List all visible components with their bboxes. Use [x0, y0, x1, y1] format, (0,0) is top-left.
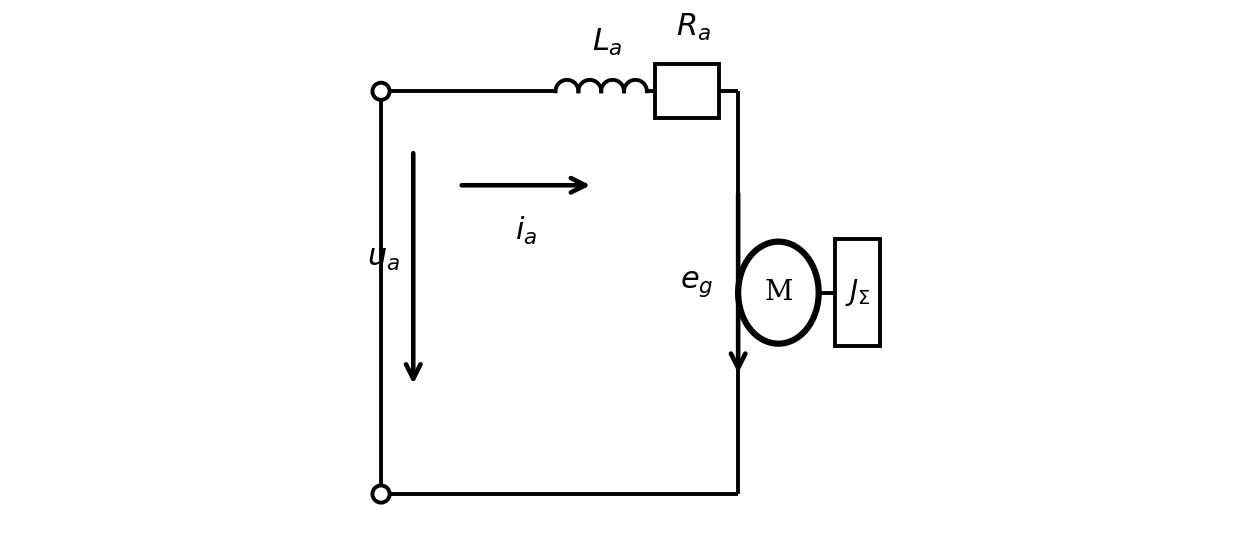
Text: $R_a$: $R_a$ [676, 12, 711, 43]
Text: $i_a$: $i_a$ [515, 215, 537, 247]
Circle shape [372, 485, 389, 503]
Text: M: M [764, 279, 792, 306]
Text: $u_a$: $u_a$ [367, 242, 399, 273]
Text: $e_g$: $e_g$ [681, 268, 714, 299]
Circle shape [372, 83, 389, 100]
Text: $J_{\Sigma}$: $J_{\Sigma}$ [844, 277, 870, 308]
Bar [835, 239, 880, 346]
Ellipse shape [738, 242, 818, 344]
Text: $L_a$: $L_a$ [593, 27, 622, 59]
Bar [655, 64, 719, 118]
